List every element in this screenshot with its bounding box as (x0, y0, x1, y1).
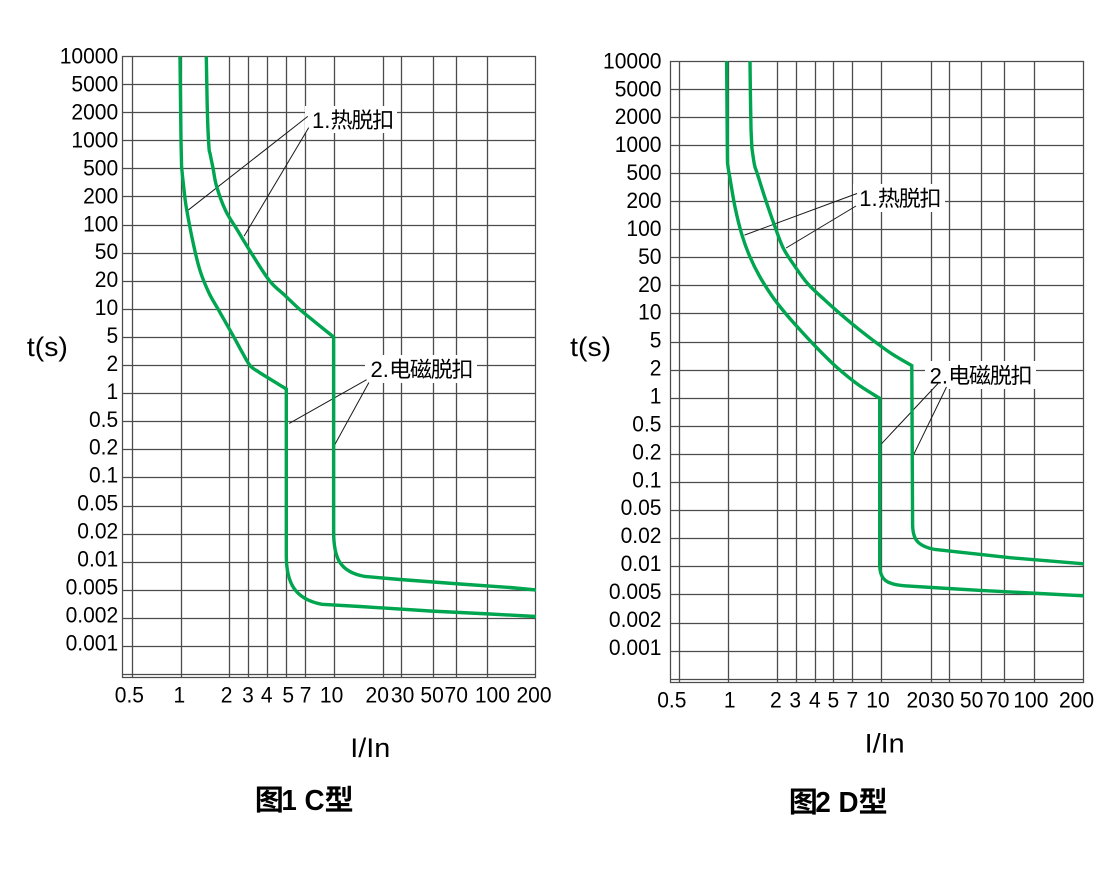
svg-text:100: 100 (1013, 688, 1048, 713)
svg-text:2000: 2000 (71, 100, 118, 125)
svg-text:2 D: 2 D (815, 787, 858, 819)
svg-text:70: 70 (445, 683, 468, 708)
svg-text:3: 3 (789, 688, 801, 713)
svg-text:100: 100 (626, 216, 661, 241)
svg-text:50: 50 (960, 688, 983, 713)
svg-text:500: 500 (626, 160, 661, 185)
svg-text:0.5: 0.5 (657, 688, 686, 713)
svg-text:5: 5 (107, 323, 119, 348)
svg-text:1: 1 (107, 379, 119, 404)
svg-text:I/In: I/In (350, 733, 390, 763)
svg-text:1000: 1000 (615, 132, 662, 157)
svg-text:0.05: 0.05 (77, 491, 118, 516)
svg-text:2: 2 (107, 351, 119, 376)
svg-text:0.1: 0.1 (632, 467, 661, 492)
svg-text:2: 2 (221, 683, 233, 708)
svg-text:20: 20 (907, 688, 930, 713)
svg-text:3: 3 (242, 683, 254, 708)
svg-text:1: 1 (650, 384, 662, 409)
svg-text:t(s): t(s) (570, 332, 611, 362)
svg-text:2.: 2. (930, 363, 948, 388)
svg-text:2: 2 (770, 688, 782, 713)
svg-text:10: 10 (638, 300, 661, 325)
svg-text:50: 50 (95, 239, 118, 264)
svg-text:200: 200 (83, 183, 118, 208)
svg-text:0.005: 0.005 (66, 574, 119, 599)
svg-text:0.05: 0.05 (621, 495, 662, 520)
svg-text:0.002: 0.002 (66, 602, 119, 627)
svg-text:10: 10 (95, 295, 118, 320)
svg-text:1: 1 (174, 683, 186, 708)
svg-text:200: 200 (626, 188, 661, 213)
svg-text:10000: 10000 (603, 48, 662, 73)
svg-text:0.5: 0.5 (89, 407, 118, 432)
svg-text:0.002: 0.002 (609, 607, 662, 632)
svg-text:5: 5 (828, 688, 840, 713)
svg-text:0.001: 0.001 (66, 630, 119, 655)
svg-text:200: 200 (1059, 688, 1094, 713)
svg-text:t(s): t(s) (27, 332, 68, 362)
svg-text:5: 5 (282, 683, 294, 708)
svg-text:0.5: 0.5 (632, 411, 661, 436)
svg-text:1: 1 (724, 688, 736, 713)
svg-text:2: 2 (650, 356, 662, 381)
svg-text:20: 20 (366, 683, 389, 708)
svg-text:50: 50 (420, 683, 443, 708)
svg-text:2000: 2000 (615, 104, 662, 129)
svg-text:0.5: 0.5 (115, 683, 144, 708)
svg-text:100: 100 (475, 683, 510, 708)
svg-text:1000: 1000 (71, 128, 118, 153)
svg-text:200: 200 (516, 683, 551, 708)
svg-text:0.01: 0.01 (77, 547, 118, 572)
svg-text:30: 30 (931, 688, 954, 713)
svg-text:50: 50 (638, 244, 661, 269)
svg-text:0.001: 0.001 (609, 635, 662, 660)
svg-text:1.: 1. (859, 186, 877, 211)
svg-text:0.1: 0.1 (89, 463, 118, 488)
svg-text:30: 30 (391, 683, 414, 708)
svg-text:0.01: 0.01 (621, 551, 662, 576)
svg-text:0.2: 0.2 (89, 435, 118, 460)
svg-text:1.: 1. (312, 108, 330, 133)
svg-text:0.005: 0.005 (609, 579, 662, 604)
svg-text:4: 4 (809, 688, 821, 713)
svg-text:70: 70 (986, 688, 1009, 713)
svg-text:10: 10 (866, 688, 889, 713)
svg-text:100: 100 (83, 211, 118, 236)
svg-text:10: 10 (320, 683, 343, 708)
svg-text:7: 7 (300, 683, 312, 708)
svg-text:20: 20 (638, 272, 661, 297)
svg-text:I/In: I/In (865, 728, 905, 758)
svg-text:5000: 5000 (615, 76, 662, 101)
svg-text:0.02: 0.02 (77, 519, 118, 544)
svg-text:0.02: 0.02 (621, 523, 662, 548)
svg-text:4: 4 (261, 683, 273, 708)
svg-text:20: 20 (95, 267, 118, 292)
svg-text:10000: 10000 (60, 44, 119, 69)
svg-text:0.2: 0.2 (632, 439, 661, 464)
svg-text:500: 500 (83, 155, 118, 180)
svg-text:1 C: 1 C (281, 785, 324, 817)
svg-text:2.: 2. (371, 357, 389, 382)
svg-text:5000: 5000 (71, 72, 118, 97)
svg-text:7: 7 (846, 688, 858, 713)
svg-text:5: 5 (650, 328, 662, 353)
